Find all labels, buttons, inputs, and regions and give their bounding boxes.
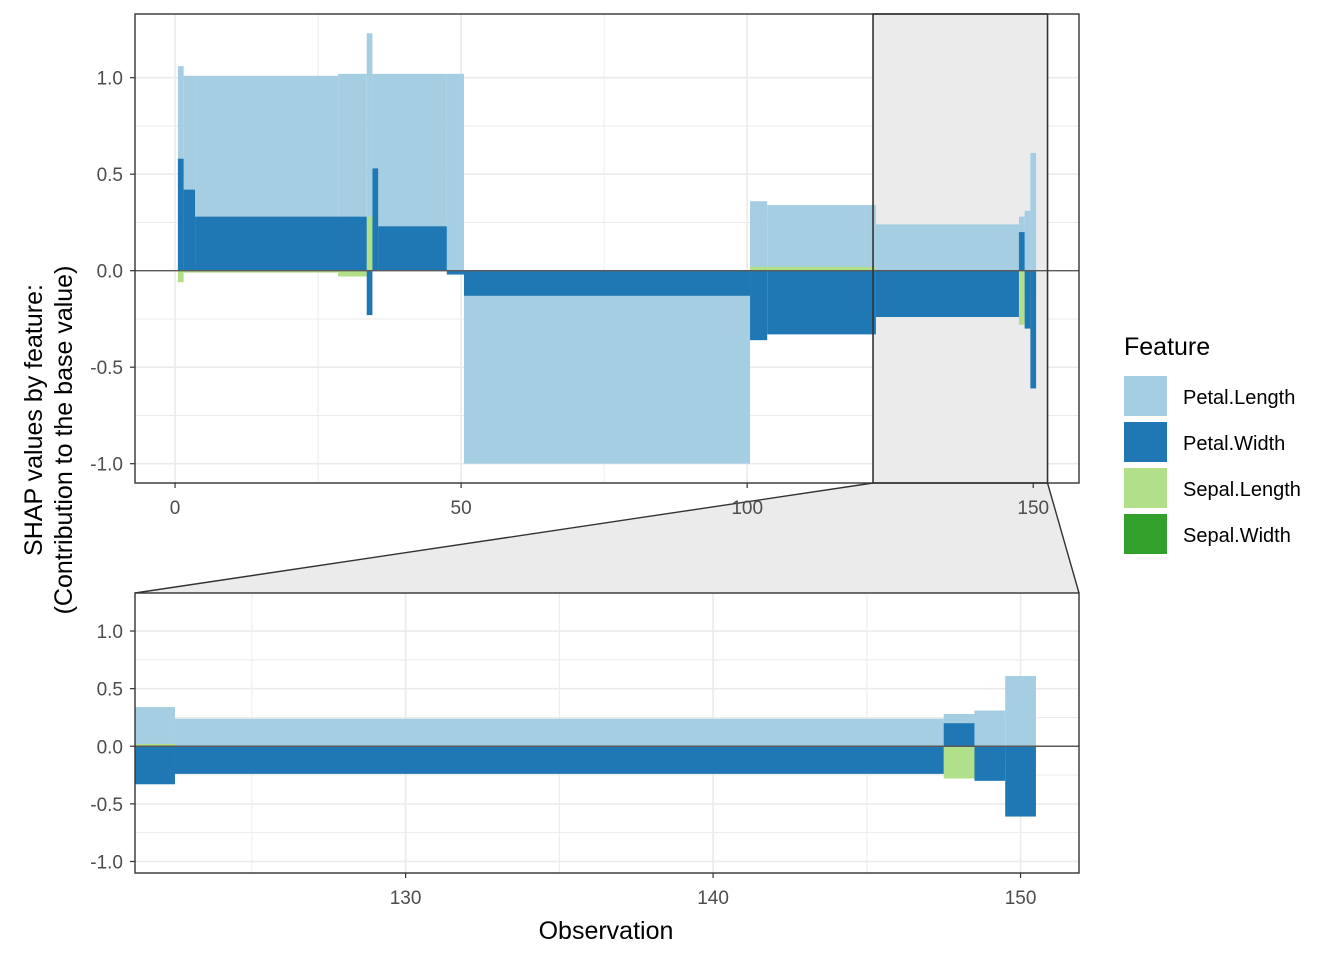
y-axis-title-line1: SHAP values by feature: [20, 284, 48, 556]
zoom-panel-border [134, 592, 1080, 874]
zoom-connector-fill [135, 483, 1079, 593]
main-panel: -1.0 -0.5 0.0 0.5 1.0 0 50 100 150 [90, 13, 1080, 519]
y-tick-label: 0.5 [97, 165, 123, 186]
bar-petal-width [177, 158, 184, 271]
x-tick-label: 130 [390, 888, 422, 909]
bar-petal-length [875, 224, 1019, 271]
bar-petal-length [183, 75, 196, 271]
legend-label: Sepal.Width [1183, 525, 1291, 547]
bar-petal-width [135, 746, 175, 785]
bar-petal-length [1005, 675, 1036, 747]
bar-petal-width [1024, 270, 1031, 329]
bar-petal-width [378, 226, 447, 271]
bar-petal-length [750, 201, 768, 271]
bar-petal-width [1005, 746, 1036, 817]
y-tick-label: -1.0 [90, 455, 123, 476]
bar-sepal-length [1018, 270, 1025, 325]
y-tick-label: -0.5 [90, 358, 123, 379]
bar-petal-length [135, 707, 175, 747]
bar-sepal-length [750, 266, 876, 271]
bar-petal-length [1024, 210, 1031, 271]
bar-petal-length [366, 33, 373, 271]
x-tick-label: 0 [170, 498, 181, 519]
legend-swatch [1124, 514, 1167, 554]
bar-petal-length [864, 205, 876, 271]
legend: Feature Petal.Length Petal.Width Sepal.Len… [1124, 333, 1301, 554]
legend-swatch [1124, 376, 1167, 416]
legend-swatch [1124, 422, 1167, 462]
bar-petal-length [974, 710, 1006, 747]
x-axis-title: Observation [539, 917, 674, 945]
zoom-panel-bars [135, 675, 1036, 817]
bar-sepal-length [177, 270, 184, 283]
bar-petal-width [183, 189, 196, 271]
y-tick-label: 0.0 [97, 737, 123, 758]
zoom-connector [134, 482, 1080, 594]
x-tick-label: 140 [697, 888, 729, 909]
y-tick-label: -0.5 [90, 795, 123, 816]
bar-petal-width [174, 746, 944, 774]
bar-petal-width [366, 270, 373, 316]
y-tick-label: 0.5 [97, 680, 123, 701]
y-tick-label: 0.0 [97, 262, 123, 283]
bar-petal-width [1030, 270, 1037, 389]
x-tick-label: 50 [451, 498, 472, 519]
x-tick-label: 150 [1017, 498, 1049, 519]
bar-petal-width [943, 723, 975, 747]
bar-petal-width [463, 270, 751, 296]
y-tick-label: 1.0 [97, 622, 123, 643]
zoom-panel: -1.0 -0.5 0.0 0.5 1.0 130 140 150 [90, 592, 1080, 909]
main-panel-bars [177, 33, 1037, 464]
zoom-connector-line [1046, 482, 1080, 594]
bar-petal-width [767, 270, 876, 335]
main-panel-border [134, 13, 1080, 484]
bar-petal-width [1018, 232, 1025, 271]
bar-petal-width [750, 270, 768, 341]
legend-swatch [1124, 468, 1167, 508]
legend-label: Petal.Width [1183, 433, 1285, 455]
legend-label: Petal.Length [1183, 387, 1295, 409]
zoom-region-outline [872, 13, 1049, 484]
bar-petal-width [195, 216, 367, 271]
bar-sepal-length [135, 743, 175, 747]
bar-petal-width [372, 168, 379, 271]
bar-sepal-length [183, 270, 339, 273]
bar-petal-length [174, 718, 944, 747]
bar-petal-width [974, 746, 1006, 781]
x-tick-label: 150 [1005, 888, 1037, 909]
bar-petal-width [446, 270, 464, 275]
bar-sepal-length [943, 746, 975, 779]
bar-petal-length [767, 205, 865, 271]
zoom-connector-line [134, 482, 874, 594]
bar-petal-length [446, 73, 464, 271]
y-axis-title-line2: (Contribution to the base value) [50, 266, 78, 615]
legend-title: Feature [1124, 333, 1210, 361]
bar-petal-width [875, 270, 1019, 318]
bar-petal-length [1030, 152, 1037, 271]
legend-label: Sepal.Length [1183, 479, 1301, 501]
y-tick-label: 1.0 [97, 69, 123, 90]
y-tick-label: -1.0 [90, 852, 123, 873]
bar-sepal-length [338, 270, 367, 277]
bar-petal-length [463, 270, 751, 464]
x-tick-label: 100 [731, 498, 763, 519]
